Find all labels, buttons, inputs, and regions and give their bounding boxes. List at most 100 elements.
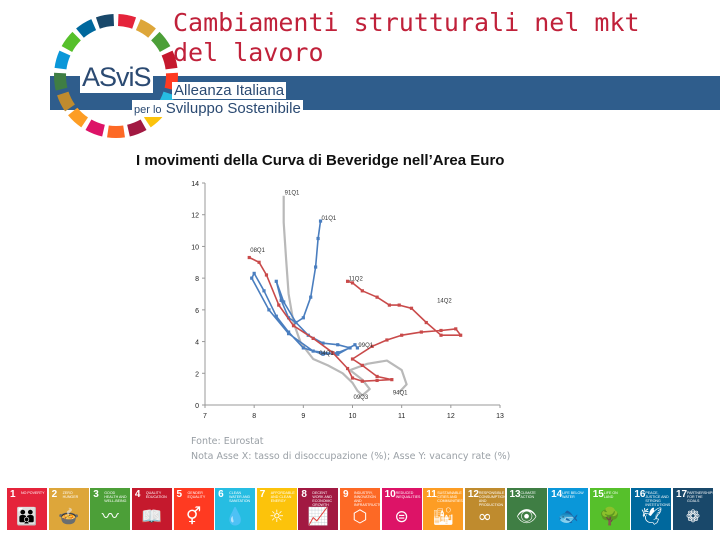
asvis-logo: ASviS Alleanza Italiana per lo Sviluppo … [52, 12, 303, 140]
slide-title: Cambiamenti strutturali nel mkt del lavo… [173, 8, 640, 67]
point-annotation: 99Q1 [358, 343, 373, 349]
sdg-number: 14 [551, 489, 563, 500]
sdg-number: 13 [509, 489, 521, 500]
logo-subtitle-prefix: per lo [134, 104, 162, 116]
data-point [286, 332, 291, 336]
data-point [321, 341, 325, 345]
data-point [336, 343, 340, 347]
sdg-label: Good health and well-being [104, 491, 127, 503]
sdg-goal-icon: 〰 [101, 507, 119, 527]
sdg-goal-icon: ⬡ [352, 507, 368, 527]
sdg-goal-3: 3 Good health and well-being 〰 [90, 488, 131, 530]
logo-wheel-segment [151, 31, 171, 52]
sdg-goal-11: 11 Sustainable cities and communities 🏙 [423, 488, 464, 530]
data-point [353, 343, 357, 347]
point-annotation: 01Q1 [322, 216, 337, 222]
data-point [439, 328, 443, 333]
sdg-goal-icon: ∞ [477, 507, 492, 527]
data-point [454, 327, 458, 331]
chart-notes: Fonte: Eurostat Nota Asse X: tasso di di… [191, 434, 510, 464]
axis-note: Nota Asse X: tasso di disoccupazione (%)… [191, 451, 511, 462]
sdg-goal-10: 10 Reduced inequalities ⊜ [381, 488, 422, 530]
data-point [397, 303, 401, 307]
sdg-goal-icon: 🐟 [557, 507, 579, 527]
x-tick-label: 11 [398, 413, 405, 420]
sdg-goal-icon: ⚥ [185, 507, 202, 527]
logo-wheel-segment [161, 50, 178, 70]
data-point [439, 333, 443, 337]
sdg-goal-icon: ⊜ [394, 507, 409, 527]
sdg-goal-13: 13 Climate action 👁 [506, 488, 547, 530]
logo-wheel-segment [85, 119, 105, 137]
sdg-label: Partnerships for the goals [687, 491, 714, 503]
sdg-goal-icon: ❁ [685, 507, 701, 527]
beveridge-curve-chart: 0 2 4 6 8 10 12 14 7 8 9 10 11 12 13 91Q1 01Q1 08Q1 11Q2 14… [191, 181, 504, 420]
sdg-goal-15: 15 Life on land 🌳 [589, 488, 630, 530]
data-point [360, 289, 364, 293]
sdg-goal-12: 12 Responsible consumption and production… [464, 488, 505, 530]
x-tick-label: 9 [301, 413, 305, 420]
data-point [250, 276, 254, 280]
sdg-goal-1: 1 No poverty 👪 [7, 488, 48, 530]
data-point [291, 324, 296, 328]
sdg-label: Sustainable cities and communities [437, 491, 463, 503]
sdg-goal-7: 7 Affordable and clean energy ☼ [256, 488, 297, 530]
point-annotation: 91Q1 [285, 191, 300, 197]
y-tick-label: 12 [191, 213, 199, 220]
sdg-number: 12 [467, 489, 479, 500]
y-tick-label: 8 [195, 276, 199, 283]
sdg-goal-4: 4 Quality education 📖 [131, 488, 172, 530]
sdg-number: 9 [343, 489, 349, 500]
data-point [252, 271, 256, 275]
data-point [350, 376, 355, 380]
data-point [345, 279, 350, 283]
data-point [370, 344, 374, 348]
sdg-goal-icon: 🌳 [599, 507, 621, 527]
data-point [279, 298, 283, 302]
data-point [277, 303, 281, 307]
data-point [385, 338, 389, 342]
data-point [314, 265, 318, 269]
sdg-label: Gender equality [187, 491, 206, 499]
sdg-goal-icon: 🍲 [58, 507, 80, 527]
sdg-goal-16: 16 Peace, justice and strong institutions… [631, 488, 672, 530]
data-point [459, 333, 463, 337]
sdg-number: 17 [676, 489, 688, 500]
y-tick-label: 6 [195, 308, 199, 315]
sdg-goal-icon: 💧 [224, 507, 246, 527]
sdg-number: 3 [93, 489, 99, 500]
sdg-number: 11 [426, 489, 437, 500]
point-annotation: 14Q2 [437, 299, 452, 305]
data-point [301, 316, 305, 320]
sdg-goal-icon: 🏙 [432, 507, 455, 527]
sdg-label: Decent work and economic growth [312, 491, 333, 507]
source-note: Fonte: Eurostat [191, 436, 264, 447]
data-point [387, 303, 391, 307]
point-annotation: 09Q3 [354, 395, 369, 401]
data-point [267, 308, 271, 312]
sdg-goal-icon: 📈 [307, 507, 329, 527]
logo-wheel-segment [54, 50, 71, 70]
y-tick-label: 2 [195, 371, 199, 378]
data-point [390, 378, 394, 382]
point-annotation: 04Q1 [319, 351, 334, 357]
data-point [419, 330, 423, 334]
logo-subtitle-line2: per lo Sviluppo Sostenibile [132, 100, 303, 117]
logo-wheel-segment [68, 107, 88, 128]
sdg-number: 7 [259, 489, 266, 500]
logo-wheel-segment [95, 14, 115, 29]
sdg-goal-5: 5 Gender equality ⚥ [173, 488, 214, 530]
data-point [282, 300, 286, 304]
data-point [311, 349, 315, 353]
series-line-1 [282, 195, 408, 397]
data-point [257, 260, 261, 264]
data-point [264, 273, 269, 277]
data-point [350, 281, 355, 285]
sdg-number: 10 [384, 489, 396, 500]
sdg-goal-17: 17 Partnerships for the goals ❁ [673, 488, 714, 530]
sdg-number: 16 [634, 489, 646, 500]
sdg-label: Life on land [603, 491, 618, 499]
sdg-label: Zero hunger [62, 491, 79, 499]
data-point [311, 336, 315, 340]
data-point [350, 357, 355, 361]
